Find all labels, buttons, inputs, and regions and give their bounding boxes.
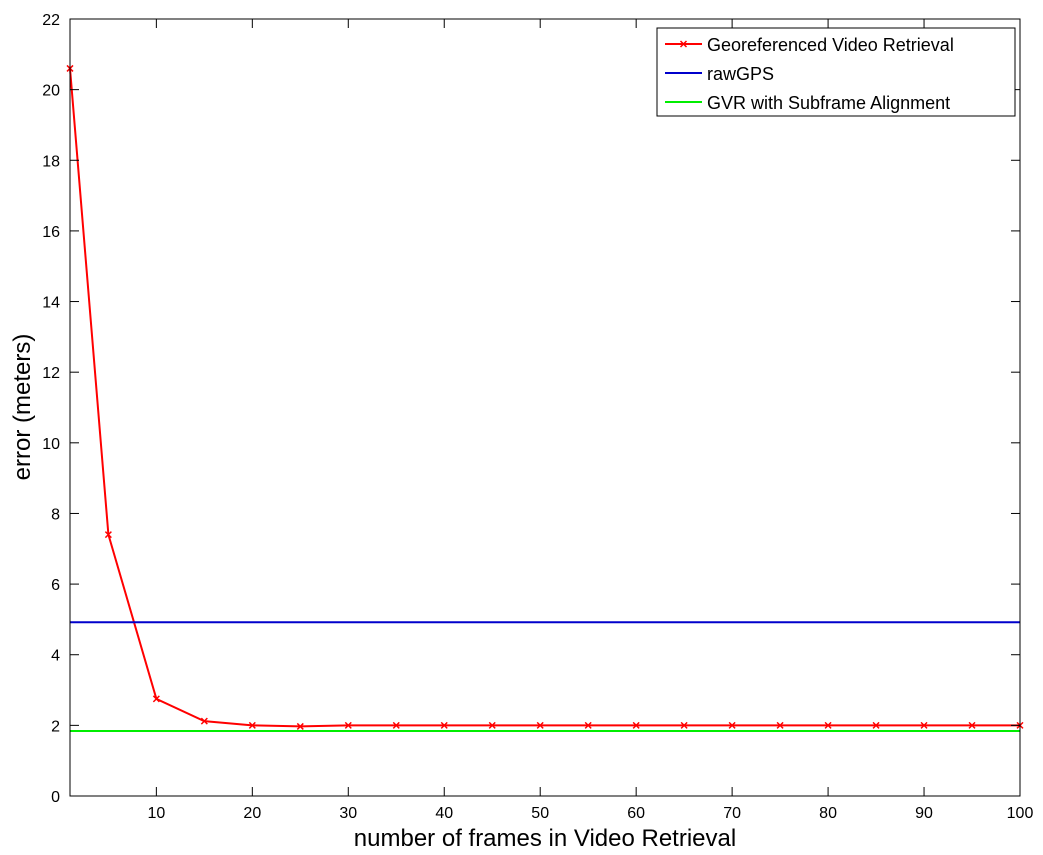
legend-entry: GVR with Subframe Alignment xyxy=(665,93,950,113)
y-tick-label: 12 xyxy=(42,365,60,382)
data-point-marker xyxy=(536,721,544,729)
legend: Georeferenced Video Retrieval rawGPS GVR w… xyxy=(656,27,1016,117)
data-point-marker xyxy=(824,721,832,729)
data-point-marker xyxy=(920,721,928,729)
plot-frame xyxy=(69,18,1021,797)
data-point-marker xyxy=(728,721,736,729)
y-tick-label: 10 xyxy=(42,436,60,453)
x-tick-label: 10 xyxy=(147,805,165,822)
y-tick-label: 22 xyxy=(42,12,60,29)
y-tick-label: 8 xyxy=(51,506,60,523)
legend-entry: Georeferenced Video Retrieval xyxy=(665,35,954,55)
x-tick-label: 70 xyxy=(723,805,741,822)
x-tick-label: 20 xyxy=(243,805,261,822)
y-tick-label: 14 xyxy=(42,295,60,312)
y-tick-label: 0 xyxy=(51,789,60,806)
plot-area xyxy=(70,19,1020,796)
legend-label: Georeferenced Video Retrieval xyxy=(707,35,954,55)
data-point-marker xyxy=(968,721,976,729)
data-point-marker xyxy=(344,721,352,729)
legend-marker xyxy=(679,40,688,48)
data-point-marker xyxy=(392,721,400,729)
data-point-marker xyxy=(248,721,256,729)
data-point-marker xyxy=(488,721,496,729)
y-tick-label: 6 xyxy=(51,577,60,594)
data-point-marker xyxy=(632,721,640,729)
x-tick-label: 60 xyxy=(627,805,645,822)
y-tick-label: 4 xyxy=(51,648,60,665)
legend-label: GVR with Subframe Alignment xyxy=(707,93,950,113)
data-point-marker xyxy=(152,695,160,703)
x-tick-label: 100 xyxy=(1007,805,1034,822)
y-tick-label: 16 xyxy=(42,224,60,241)
x-tick-label: 50 xyxy=(531,805,549,822)
x-tick-label: 40 xyxy=(435,805,453,822)
data-point-marker xyxy=(200,717,208,725)
y-tick-label: 20 xyxy=(42,83,60,100)
data-point-marker xyxy=(296,722,304,730)
data-point-marker xyxy=(680,721,688,729)
y-axis-label: error (meters) xyxy=(9,334,36,481)
data-point-marker xyxy=(440,721,448,729)
data-point-marker xyxy=(776,721,784,729)
x-tick-label: 80 xyxy=(819,805,837,822)
x-tick-label: 90 xyxy=(915,805,933,822)
x-axis-label: number of frames in Video Retrieval xyxy=(354,825,736,852)
data-point-marker xyxy=(584,721,592,729)
y-tick-label: 2 xyxy=(51,718,60,735)
legend-box xyxy=(656,27,1016,117)
data-point-marker xyxy=(872,721,880,729)
series-0 xyxy=(66,64,1024,730)
series-layer xyxy=(66,64,1024,732)
legend-label: rawGPS xyxy=(707,64,774,84)
y-tick-label: 18 xyxy=(42,153,60,170)
x-tick-label: 30 xyxy=(339,805,357,822)
ticks-layer: 10 20 30 40 50 60 70 80 90 100 0 2 4 6 8 10 12 14 16 18 20 22 xyxy=(42,12,1033,822)
legend-entry: rawGPS xyxy=(665,64,774,84)
data-point-marker xyxy=(104,531,112,539)
